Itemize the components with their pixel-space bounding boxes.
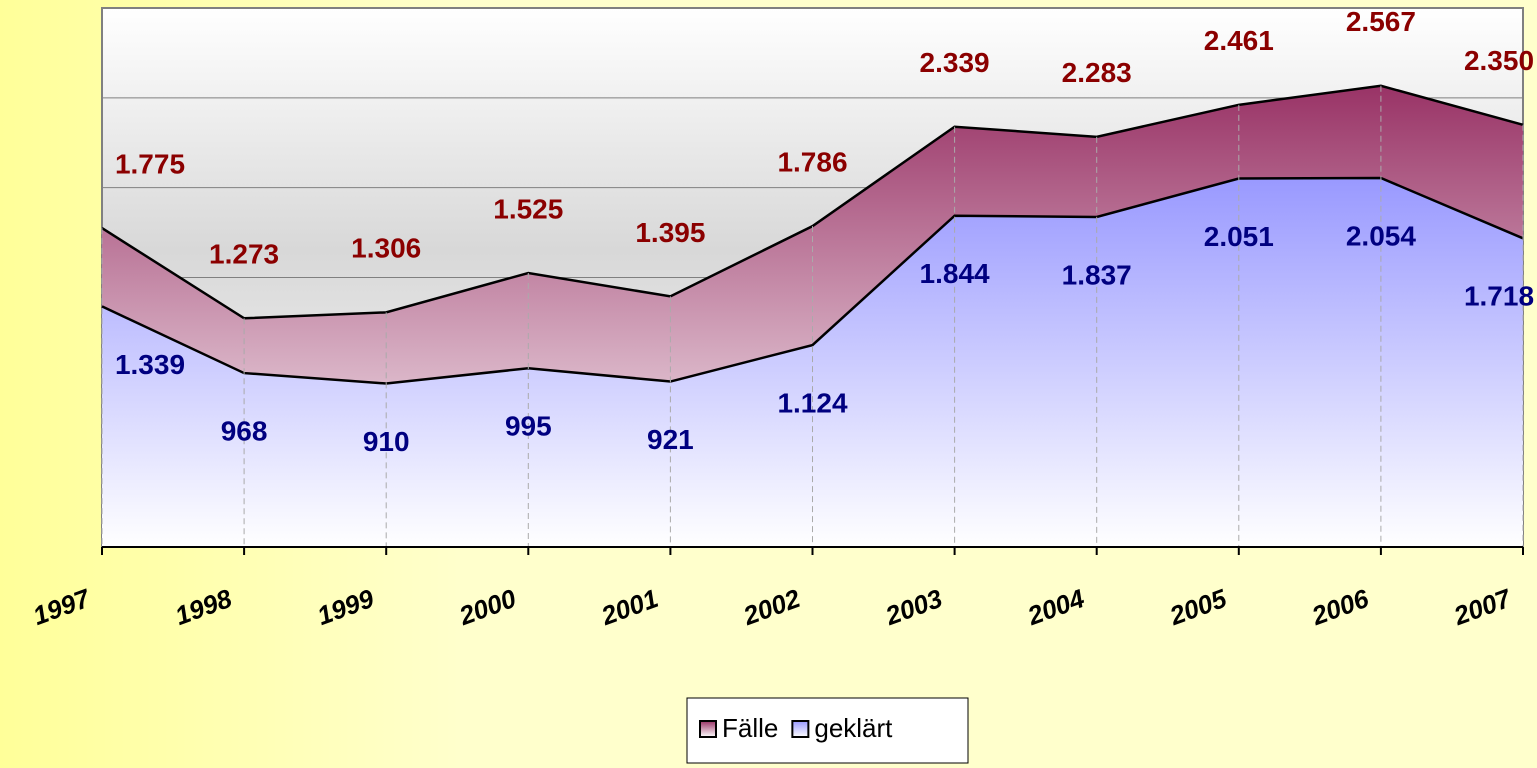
data-label: 1.273 — [209, 239, 279, 270]
data-label: 1.844 — [920, 258, 990, 289]
data-label: 2.461 — [1204, 25, 1274, 56]
area-fill — [102, 177, 1523, 547]
data-label: 1.786 — [777, 147, 847, 178]
data-label: 1.306 — [351, 233, 421, 264]
data-label: 968 — [221, 415, 268, 446]
data-label: 1.525 — [493, 193, 563, 224]
data-label: 2.051 — [1204, 221, 1274, 252]
legend-swatch — [791, 720, 810, 738]
data-label: 2.054 — [1346, 220, 1416, 251]
data-label: 921 — [647, 424, 694, 455]
data-label: 1.837 — [1062, 259, 1132, 290]
data-label: 1.339 — [115, 349, 185, 380]
data-label: 2.350 — [1464, 45, 1534, 76]
data-label: 2.339 — [920, 47, 990, 78]
area-outline — [101, 176, 1524, 385]
data-label: 1.124 — [777, 387, 847, 418]
area-outline — [101, 84, 1524, 320]
legend-box — [686, 697, 969, 764]
legend-swatch — [699, 720, 717, 738]
legend-label: Fälle — [722, 713, 778, 743]
data-label: 2.283 — [1062, 57, 1132, 88]
legend: Fälle geklärt — [686, 697, 969, 764]
data-label: 1.395 — [635, 217, 705, 248]
data-label: 1.718 — [1464, 281, 1534, 312]
data-label: 1.775 — [115, 148, 185, 179]
data-label: 910 — [363, 426, 410, 457]
legend-label: geklärt — [814, 713, 893, 743]
data-label: 995 — [505, 411, 552, 442]
data-label: 2.567 — [1346, 6, 1416, 37]
